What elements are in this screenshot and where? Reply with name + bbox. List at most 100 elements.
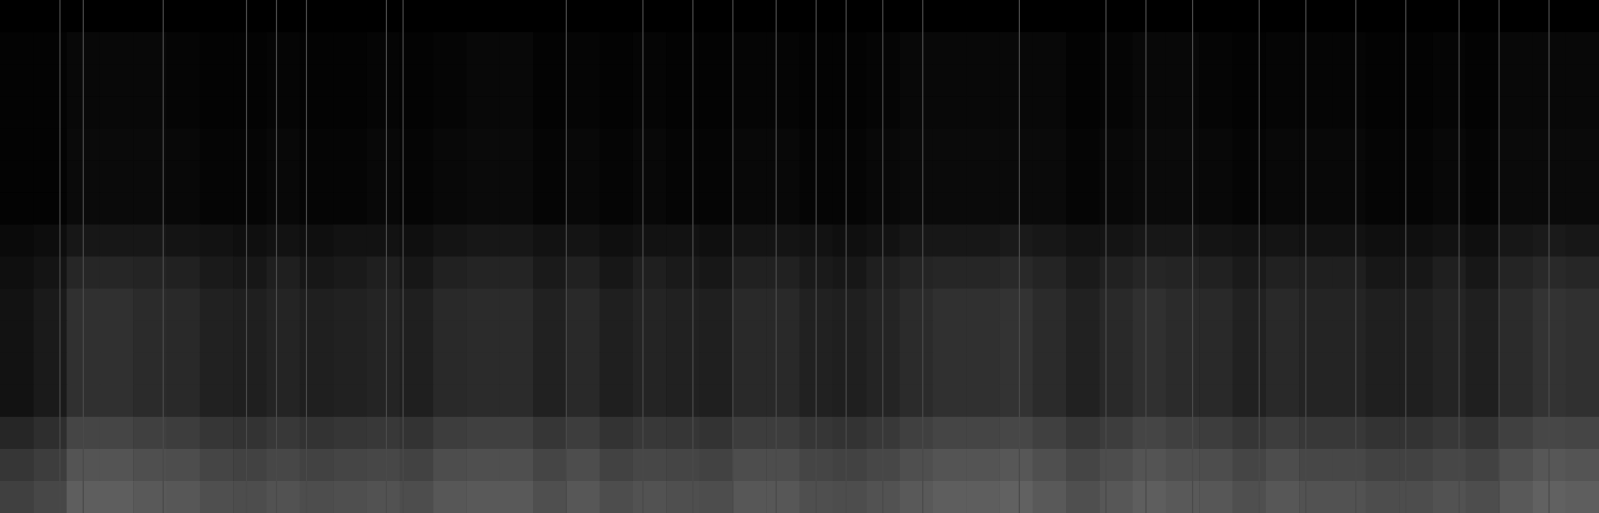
- cell: [966, 289, 1000, 322]
- cell: [1432, 417, 1466, 450]
- cell: [267, 64, 301, 97]
- cell: [600, 128, 634, 161]
- cell: [1299, 64, 1333, 97]
- cell: [633, 160, 667, 193]
- cell: [267, 192, 301, 225]
- cell: [333, 417, 367, 450]
- cell: [1133, 449, 1167, 482]
- cell: [999, 192, 1033, 225]
- cell: [1099, 64, 1133, 97]
- cell: [1299, 481, 1333, 513]
- cell: [533, 96, 567, 129]
- cell: [933, 385, 967, 418]
- cell: [933, 64, 967, 97]
- cell: [600, 224, 634, 257]
- cell: [966, 385, 1000, 418]
- cell: [1566, 321, 1599, 354]
- cell: [267, 96, 301, 129]
- cell: [1266, 32, 1300, 65]
- cell: [1066, 257, 1100, 290]
- cell: [766, 417, 800, 450]
- cell: [466, 0, 500, 33]
- cell: [1033, 289, 1067, 322]
- cell: [400, 0, 434, 33]
- cell: [267, 128, 301, 161]
- cell: [733, 64, 767, 97]
- cell: [1366, 321, 1400, 354]
- cell: [999, 321, 1033, 354]
- cell: [1566, 192, 1599, 225]
- cell: [267, 449, 301, 482]
- cell: [133, 32, 167, 65]
- cell: [899, 321, 933, 354]
- cell: [466, 192, 500, 225]
- cell: [1066, 321, 1100, 354]
- cell: [1299, 385, 1333, 418]
- cell: [300, 128, 334, 161]
- cell: [1432, 128, 1466, 161]
- cell: [999, 224, 1033, 257]
- cell: [1566, 257, 1599, 290]
- cell: [1333, 353, 1367, 386]
- cell: [1133, 289, 1167, 322]
- cell: [766, 32, 800, 65]
- cell: [133, 353, 167, 386]
- cell: [133, 481, 167, 513]
- cell: [466, 417, 500, 450]
- transient: [306, 0, 307, 513]
- cell: [200, 32, 234, 65]
- cell: [999, 128, 1033, 161]
- cell: [0, 417, 34, 450]
- cell: [333, 481, 367, 513]
- cell: [1499, 481, 1533, 513]
- cell: [1066, 385, 1100, 418]
- transient: [246, 0, 247, 513]
- cell: [833, 128, 867, 161]
- cell: [533, 192, 567, 225]
- cell: [1033, 128, 1067, 161]
- cell: [533, 449, 567, 482]
- cell: [933, 96, 967, 129]
- cell: [1366, 96, 1400, 129]
- cell: [666, 224, 700, 257]
- cell: [966, 128, 1000, 161]
- cell: [666, 96, 700, 129]
- cell: [300, 417, 334, 450]
- cell: [0, 128, 34, 161]
- cell: [1133, 417, 1167, 450]
- cell: [1066, 32, 1100, 65]
- cell: [1233, 128, 1267, 161]
- cell: [433, 96, 467, 129]
- cell: [766, 64, 800, 97]
- cell: [633, 353, 667, 386]
- cell: [1566, 353, 1599, 386]
- transient: [1405, 0, 1406, 513]
- cell: [566, 192, 600, 225]
- cell: [1299, 224, 1333, 257]
- cell: [200, 192, 234, 225]
- cell: [566, 353, 600, 386]
- cell: [1099, 481, 1133, 513]
- cell: [333, 224, 367, 257]
- cell: [1133, 0, 1167, 33]
- cell: [1266, 417, 1300, 450]
- cell: [1133, 321, 1167, 354]
- cell: [833, 353, 867, 386]
- cell: [1466, 96, 1500, 129]
- cell: [899, 192, 933, 225]
- cell: [1199, 0, 1233, 33]
- cell: [1266, 96, 1300, 129]
- cell: [833, 224, 867, 257]
- cell: [33, 128, 67, 161]
- cell: [1099, 417, 1133, 450]
- cell: [1166, 289, 1200, 322]
- cell: [899, 160, 933, 193]
- cell: [1333, 417, 1367, 450]
- cell: [733, 257, 767, 290]
- cell: [733, 32, 767, 65]
- cell: [600, 160, 634, 193]
- cell: [1233, 160, 1267, 193]
- cell: [0, 0, 34, 33]
- transient: [692, 0, 693, 513]
- cell: [1199, 224, 1233, 257]
